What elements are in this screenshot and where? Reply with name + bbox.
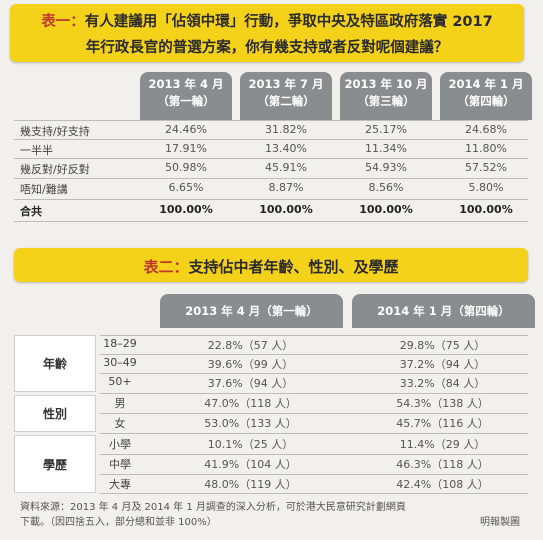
source-line1: 資料來源：2013 年 4 月及 2014 年 1 月調查的深入分析，可於港大民… — [20, 502, 406, 513]
table2-row-sub: 50+ — [108, 375, 132, 388]
table1-row-label: 幾支持/好支持 — [20, 125, 90, 138]
table1-row-divider — [14, 221, 528, 222]
table1-title-tag: 表一： — [41, 14, 85, 30]
table2-cell: 22.8%（57 人） — [207, 339, 294, 352]
table2-title: 表二：支持佔中者年齡、性別、及學歷 — [143, 258, 399, 276]
table1-row-label: 一半半 — [20, 144, 53, 157]
table1-total-cell: 100.00% — [459, 203, 513, 216]
table2-row-divider — [100, 354, 528, 355]
table1-cell: 8.56% — [368, 181, 404, 194]
table1-cell: 24.68% — [465, 123, 507, 136]
table2-row-divider — [100, 373, 528, 374]
table1-total-cell: 100.00% — [159, 203, 213, 216]
table2-category-age: 年齡 — [14, 335, 96, 392]
table2-cell: 37.2%（94 人） — [399, 358, 486, 371]
table2-cell: 39.6%（99 人） — [207, 358, 294, 371]
table1-row-divider — [14, 158, 528, 159]
table1-total-cell: 100.00% — [259, 203, 313, 216]
table1-cell: 11.80% — [465, 142, 507, 155]
table2-title-banner: 表二：支持佔中者年齡、性別、及學歷 — [14, 248, 528, 282]
table1-cell: 6.65% — [168, 181, 204, 194]
table1-row-divider — [14, 120, 528, 121]
table2-row-sub: 男 — [114, 397, 126, 410]
table2-header-col1: 2013 年 4 月（第一輪） — [160, 294, 343, 328]
table1-cell: 45.91% — [265, 161, 307, 174]
table2-row-sub: 30–49 — [103, 356, 137, 369]
table2-cell: 37.6%（94 人） — [207, 377, 294, 390]
table2-category-education: 學歷 — [14, 435, 96, 493]
table2-row-sub: 大專 — [109, 478, 131, 491]
table1-cell: 5.80% — [468, 181, 504, 194]
source-line2: 下載。（因四捨五入，部分總和並非 100%） 明報製圖 — [20, 517, 520, 528]
table1-cell: 57.52% — [465, 161, 507, 174]
source-note: 資料來源：2013 年 4 月及 2014 年 1 月調查的深入分析，可於港大民… — [20, 500, 530, 530]
table2-row-sub: 中學 — [109, 458, 131, 471]
table1-header-col4: 2014 年 1 月（第四輪） — [440, 72, 532, 120]
table2-row-divider — [100, 493, 528, 494]
table2-cell: 46.3%（118 人） — [396, 458, 489, 471]
table2-row-sub: 女 — [114, 417, 126, 430]
table2-cell: 29.8%（75 人） — [399, 339, 486, 352]
table2-row-divider — [100, 474, 528, 475]
table2-cell: 54.3%（138 人） — [396, 397, 489, 410]
table1-header-col3: 2013 年 10 月（第三輪） — [340, 72, 432, 120]
table2-cell: 41.9%（104 人） — [204, 458, 297, 471]
table1-cell: 13.40% — [265, 142, 307, 155]
source-credit: 明報製圖 — [480, 517, 520, 528]
table1-title-banner: 表一：有人建議用「佔領中環」行動，爭取中央及特區政府落實 2017 年行政長官的… — [10, 4, 524, 62]
table2-cell: 45.7%（116 人） — [396, 417, 489, 430]
table1-row-divider — [14, 139, 528, 140]
table1-cell: 24.46% — [165, 123, 207, 136]
table2-row-sub: 18–29 — [103, 337, 137, 350]
table1-row-divider — [14, 178, 528, 179]
table2-cell: 47.0%（118 人） — [204, 397, 297, 410]
table1-header-col2: 2013 年 7 月（第二輪） — [240, 72, 332, 120]
table1-total-cell: 100.00% — [359, 203, 413, 216]
table1-header-col1: 2013 年 4 月（第一輪） — [140, 72, 232, 120]
table1-cell: 17.91% — [165, 142, 207, 155]
table1-title-line2: 年行政長官的普選方案，你有幾支持或者反對呢個建議？ — [85, 40, 449, 56]
table2-row-divider — [100, 393, 528, 394]
table2-cell: 53.0%（133 人） — [204, 417, 297, 430]
table2-row-divider — [100, 454, 528, 455]
table1-cell: 25.17% — [365, 123, 407, 136]
table1-total-label: 合共 — [20, 205, 42, 218]
table2-row-divider — [100, 433, 528, 434]
table2-row-divider — [100, 413, 528, 414]
table2-row-divider — [100, 335, 528, 336]
table1-row-label: 幾反對/好反對 — [20, 163, 90, 176]
table2-cell: 10.1%（25 人） — [207, 438, 294, 451]
table1-cell: 8.87% — [268, 181, 304, 194]
table2-cell: 48.0%（119 人） — [204, 478, 297, 491]
table2-header-col2: 2014 年 1 月（第四輪） — [352, 294, 535, 328]
table2-cell: 42.4%（108 人） — [396, 478, 489, 491]
table2-category-gender: 性別 — [14, 395, 96, 432]
table1-cell: 54.93% — [365, 161, 407, 174]
table2-cell: 33.2%（84 人） — [399, 377, 486, 390]
table1-cell: 11.34% — [365, 142, 407, 155]
table1-cell: 50.98% — [165, 161, 207, 174]
table1-row-label: 唔知/難講 — [20, 183, 68, 196]
table2-title-tag: 表二： — [143, 258, 189, 276]
table1-row-divider — [14, 199, 528, 200]
table2-row-sub: 小學 — [109, 438, 131, 451]
table2-cell: 11.4%（29 人） — [399, 438, 486, 451]
table1-cell: 31.82% — [265, 123, 307, 136]
table1-title-line1: 表一：有人建議用「佔領中環」行動，爭取中央及特區政府落實 2017 — [41, 14, 493, 30]
